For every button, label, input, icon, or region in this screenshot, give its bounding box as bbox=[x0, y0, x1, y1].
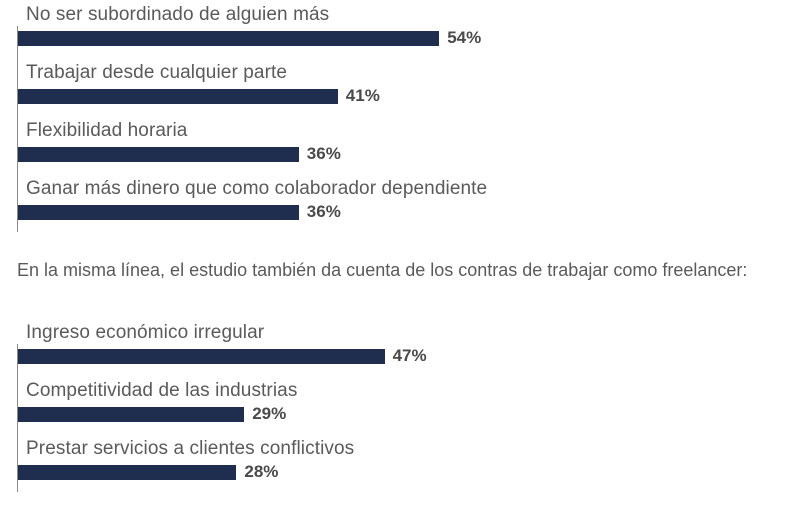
bar-row: Prestar servicios a clientes conflictivo… bbox=[0, 438, 799, 496]
bar bbox=[18, 407, 245, 422]
intro-paragraph: En la misma línea, el estudio también da… bbox=[17, 260, 748, 280]
bar-row: Trabajar desde cualquier parte 41% bbox=[0, 62, 799, 120]
category-label: Prestar servicios a clientes conflictivo… bbox=[26, 438, 355, 459]
bar-row: Ingreso económico irregular 47% bbox=[0, 322, 799, 380]
bar bbox=[18, 31, 440, 46]
value-label: 41% bbox=[345, 86, 380, 105]
cons-bar-chart: Ingreso económico irregular 47% Competitiv… bbox=[0, 318, 799, 504]
bar bbox=[18, 147, 299, 162]
category-label: Ingreso económico irregular bbox=[26, 322, 265, 343]
chart-axis-line bbox=[17, 26, 18, 232]
bar bbox=[18, 465, 237, 480]
bar bbox=[18, 89, 338, 104]
bar bbox=[18, 205, 299, 220]
category-label: No ser subordinado de alguien más bbox=[26, 4, 330, 25]
category-label: Competitividad de las industrias bbox=[26, 380, 298, 401]
bar bbox=[18, 349, 385, 364]
value-label: 29% bbox=[252, 404, 287, 423]
value-label: 28% bbox=[244, 462, 279, 481]
value-label: 54% bbox=[447, 28, 482, 47]
value-label: 36% bbox=[306, 202, 341, 221]
pros-bar-chart: No ser subordinado de alguien más 54% Trab… bbox=[0, 0, 799, 234]
value-label: 47% bbox=[392, 346, 427, 365]
category-label: Trabajar desde cualquier parte bbox=[26, 62, 288, 83]
bar-row: Ganar más dinero que como colaborador de… bbox=[0, 178, 799, 236]
bar-row: Competitividad de las industrias 29% bbox=[0, 380, 799, 438]
chart-axis-line bbox=[17, 344, 18, 492]
bar-row: Flexibilidad horaria 36% bbox=[0, 120, 799, 178]
bar-row: No ser subordinado de alguien más 54% bbox=[0, 4, 799, 62]
value-label: 36% bbox=[306, 144, 341, 163]
category-label: Flexibilidad horaria bbox=[26, 120, 188, 141]
category-label: Ganar más dinero que como colaborador de… bbox=[26, 178, 488, 199]
